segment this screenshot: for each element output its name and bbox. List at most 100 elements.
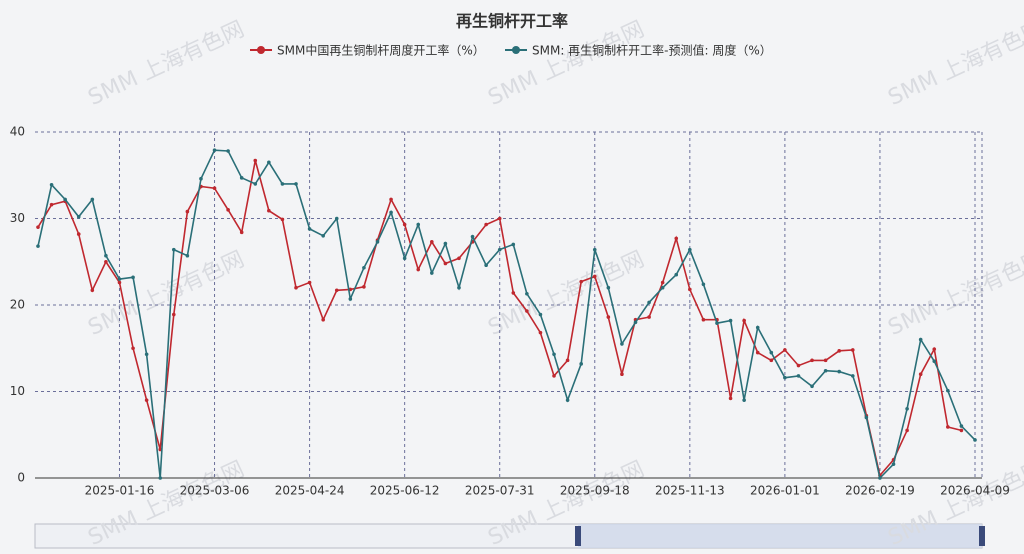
data-point — [131, 346, 135, 351]
data-point — [783, 375, 787, 380]
data-point — [796, 374, 801, 378]
data-point — [783, 348, 787, 352]
data-point — [375, 240, 380, 244]
data-point — [701, 317, 706, 322]
data-point — [810, 358, 814, 363]
data-point — [769, 358, 774, 363]
data-point — [891, 462, 896, 466]
data-point — [647, 300, 651, 305]
series-line — [37, 149, 976, 480]
data-point — [755, 350, 760, 355]
x-tick-label: 2026-01-01 — [750, 484, 820, 498]
data-point — [171, 312, 176, 317]
data-point — [688, 287, 692, 292]
data-point — [430, 271, 434, 275]
data-point — [239, 230, 244, 235]
data-point — [144, 398, 149, 402]
data-point — [117, 280, 122, 285]
data-point — [660, 280, 665, 285]
chart-title: 再生铜杆开工率 — [456, 12, 568, 31]
data-point — [267, 208, 271, 213]
data-point — [362, 266, 366, 270]
y-tick-label: 40 — [10, 125, 25, 139]
data-point — [212, 186, 217, 191]
data-point — [226, 208, 230, 212]
data-point — [864, 415, 869, 420]
data-point — [294, 182, 298, 186]
data-point — [253, 182, 258, 186]
data-point — [728, 396, 733, 401]
data-point — [755, 325, 760, 330]
legend-label: SMM中国再生铜制杆周度开工率（%） — [277, 43, 485, 58]
x-tick-label: 2025-09-18 — [560, 484, 630, 498]
data-point — [484, 263, 488, 268]
legend-swatch — [257, 46, 265, 54]
data-point — [334, 288, 339, 293]
data-point — [497, 216, 502, 221]
data-point — [212, 148, 217, 152]
x-tick-label: 2025-07-31 — [465, 484, 535, 498]
data-point — [742, 398, 746, 402]
data-point — [728, 318, 733, 323]
data-point — [131, 275, 135, 280]
data-point — [525, 291, 529, 296]
data-point — [267, 160, 271, 165]
data-point — [647, 315, 651, 319]
data-point — [334, 216, 339, 221]
data-point — [715, 321, 719, 325]
data-point — [416, 222, 421, 227]
x-tick-label: 2025-03-06 — [180, 484, 250, 498]
y-tick-label: 0 — [17, 471, 25, 485]
data-point — [688, 247, 692, 252]
data-point — [837, 349, 842, 353]
y-tick-label: 10 — [10, 384, 25, 398]
data-point — [321, 234, 325, 238]
data-point — [905, 428, 909, 433]
x-tick-label: 2026-04-09 — [940, 484, 1010, 498]
slider-handle[interactable] — [979, 526, 985, 546]
data-point — [253, 158, 258, 163]
data-point — [660, 285, 665, 290]
data-point — [362, 285, 366, 289]
data-point — [280, 182, 285, 186]
data-point — [36, 244, 40, 248]
data-point — [565, 398, 570, 402]
data-point — [104, 259, 108, 264]
data-point — [443, 261, 448, 266]
data-point — [742, 318, 746, 323]
data-point — [633, 320, 638, 325]
data-point — [76, 214, 81, 219]
data-point — [307, 280, 312, 285]
y-tick-label: 30 — [10, 211, 25, 225]
data-point — [389, 197, 393, 202]
data-point — [810, 384, 814, 389]
data-point — [321, 317, 325, 322]
data-point — [348, 297, 353, 301]
data-point — [850, 348, 855, 352]
data-point — [104, 253, 108, 258]
x-tick-label: 2026-02-19 — [845, 484, 915, 498]
data-point — [63, 197, 67, 202]
data-point — [837, 369, 842, 374]
data-point — [158, 476, 163, 480]
data-point — [497, 247, 502, 252]
slider-window[interactable] — [578, 524, 982, 548]
data-point — [171, 247, 176, 252]
data-point — [280, 217, 285, 222]
x-tick-label: 2025-11-13 — [655, 484, 725, 498]
data-point — [905, 407, 909, 411]
data-point — [674, 272, 679, 277]
data-point — [525, 309, 529, 313]
data-point — [932, 347, 937, 351]
data-point — [973, 438, 977, 442]
zoom-slider[interactable] — [34, 523, 985, 549]
data-point — [538, 330, 543, 335]
data-point — [90, 197, 95, 202]
data-point — [796, 363, 801, 368]
data-point — [511, 291, 516, 295]
data-point — [552, 374, 556, 378]
slider-handle[interactable] — [575, 526, 581, 546]
data-point — [959, 424, 964, 428]
data-point — [484, 222, 488, 227]
